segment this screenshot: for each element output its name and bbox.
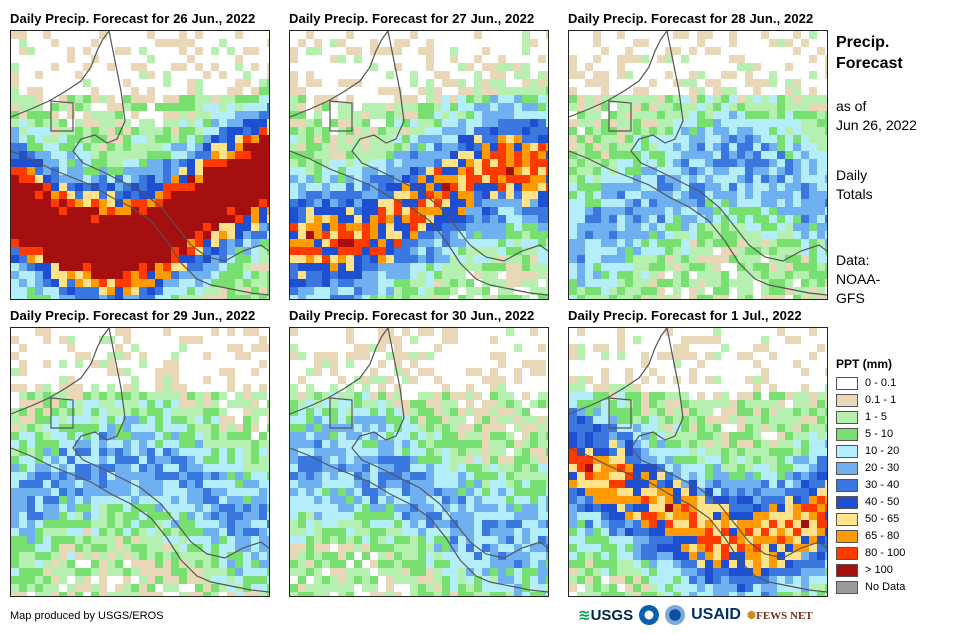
legend-swatch bbox=[836, 496, 858, 509]
data-line3: GFS bbox=[836, 290, 865, 306]
legend-label: 50 - 65 bbox=[865, 513, 900, 525]
legend-swatch bbox=[836, 445, 858, 458]
coastline bbox=[290, 328, 548, 593]
noaa-logo bbox=[639, 605, 660, 625]
panel-title-5: Daily Precip. Forecast for 30 Jun., 2022 bbox=[289, 308, 535, 323]
coastline bbox=[290, 31, 548, 296]
legend-label: 20 - 30 bbox=[865, 462, 900, 474]
legend-label: 1 - 5 bbox=[865, 411, 888, 423]
precip-map-5 bbox=[289, 327, 549, 597]
legend-label: 0 - 0.1 bbox=[865, 377, 897, 389]
side-title-line2: Forecast bbox=[836, 55, 903, 72]
legend-swatch bbox=[836, 564, 858, 577]
credit-text: Map produced by USGS/EROS bbox=[10, 610, 164, 622]
legend-swatch bbox=[836, 479, 858, 492]
legend-swatch bbox=[836, 513, 858, 526]
as-of-line1: as of bbox=[836, 98, 867, 114]
usgs-logo: ≋USGS bbox=[578, 607, 634, 624]
precip-map-3 bbox=[568, 30, 828, 300]
legend-swatch bbox=[836, 581, 858, 594]
legend-label: 0.1 - 1 bbox=[865, 394, 897, 406]
legend-swatch bbox=[836, 547, 858, 560]
as-of-line2: Jun 26, 2022 bbox=[836, 117, 917, 133]
nasa-style-roundel-logo bbox=[665, 605, 686, 625]
legend-swatch bbox=[836, 428, 858, 441]
legend-swatch bbox=[836, 411, 858, 424]
legend-title: PPT (mm) bbox=[836, 357, 893, 371]
panel-title-6: Daily Precip. Forecast for 1 Jul., 2022 bbox=[568, 308, 802, 323]
side-title: Precip. Forecast bbox=[836, 32, 903, 74]
totals-text: Daily Totals bbox=[836, 166, 873, 204]
panel-title-1: Daily Precip. Forecast for 26 Jun., 2022 bbox=[10, 11, 256, 26]
as-of-text: as of Jun 26, 2022 bbox=[836, 97, 917, 135]
legend-label: 65 - 80 bbox=[865, 530, 900, 542]
legend-label: 30 - 40 bbox=[865, 479, 900, 491]
legend-swatch bbox=[836, 462, 858, 475]
data-line1: Data: bbox=[836, 252, 870, 268]
legend-swatch bbox=[836, 394, 858, 407]
panel-title-2: Daily Precip. Forecast for 27 Jun., 2022 bbox=[289, 11, 535, 26]
coastline bbox=[11, 328, 269, 593]
data-source-text: Data: NOAA- GFS bbox=[836, 251, 880, 308]
coastline bbox=[569, 328, 827, 593]
legend-label: 80 - 100 bbox=[865, 547, 906, 559]
precip-map-6 bbox=[568, 327, 828, 597]
panel-title-3: Daily Precip. Forecast for 28 Jun., 2022 bbox=[568, 11, 814, 26]
legend-swatch bbox=[836, 377, 858, 390]
precip-map-1 bbox=[10, 30, 270, 300]
totals-line2: Totals bbox=[836, 186, 873, 202]
fewsnet-logo: ✺FEWS NET bbox=[746, 609, 813, 622]
precip-map-2 bbox=[289, 30, 549, 300]
usaid-logo: USAID bbox=[691, 606, 741, 623]
legend-label: > 100 bbox=[865, 564, 893, 576]
totals-line1: Daily bbox=[836, 167, 868, 183]
legend-label: 40 - 50 bbox=[865, 496, 900, 508]
legend-swatch bbox=[836, 530, 858, 543]
precip-map-4 bbox=[10, 327, 270, 597]
coastline bbox=[11, 31, 269, 296]
side-title-line1: Precip. bbox=[836, 34, 890, 51]
logo-strip: ≋USGS USAID ✺FEWS NET bbox=[578, 602, 813, 628]
legend-label: No Data bbox=[865, 581, 906, 593]
legend-label: 10 - 20 bbox=[865, 445, 900, 457]
data-line2: NOAA- bbox=[836, 271, 881, 287]
legend-label: 5 - 10 bbox=[865, 428, 894, 440]
panel-title-4: Daily Precip. Forecast for 29 Jun., 2022 bbox=[10, 308, 256, 323]
coastline bbox=[569, 31, 827, 296]
